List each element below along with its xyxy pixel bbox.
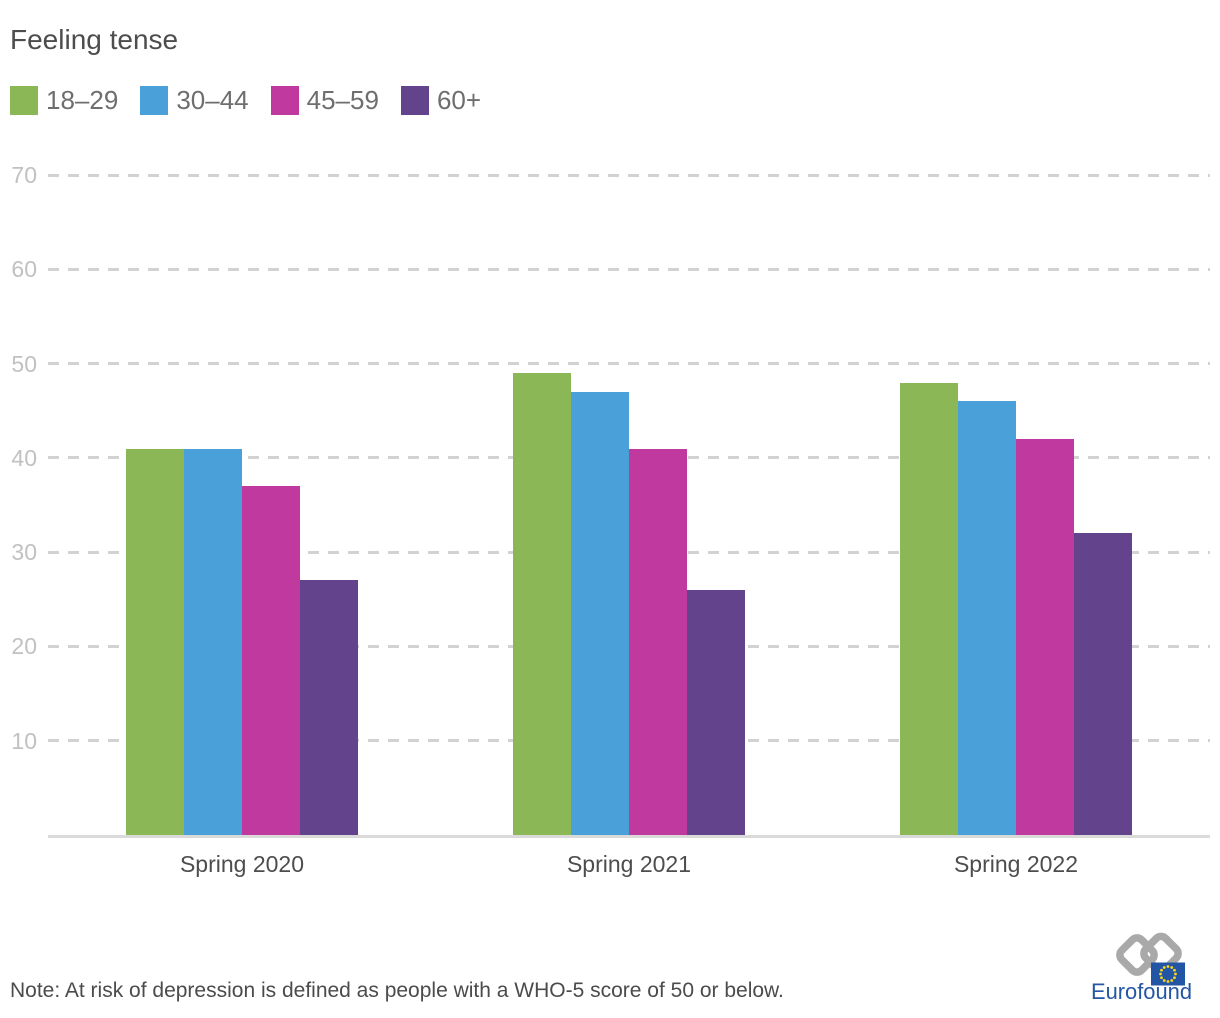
y-tick-label-20: 20 [11, 633, 37, 660]
gridline-50 [48, 362, 1210, 366]
legend-item-45-59[interactable]: 45–59 [270, 84, 379, 116]
legend: 18–29 30–44 45–59 60+ [10, 85, 503, 115]
legend-swatch-60 [400, 85, 429, 115]
bar-spring-2021-45-59[interactable] [629, 448, 687, 835]
eurofound-logo-text: Eurofound [1091, 979, 1192, 1004]
legend-swatch-30-44 [140, 85, 169, 115]
bar-group-spring-2022 [900, 382, 1132, 835]
eurofound-logo-graphic: Eurofound [1091, 932, 1192, 1004]
bar-spring-2020-18-29[interactable] [126, 448, 184, 835]
gridline-70 [48, 173, 1210, 177]
x-tick-label-spring-2020: Spring 2020 [179, 851, 305, 877]
plot-area [48, 128, 1210, 835]
x-axis-line [48, 835, 1210, 838]
bar-spring-2020-45-59[interactable] [242, 486, 300, 835]
eu-flag-icon [1151, 962, 1185, 986]
y-tick-label-10: 10 [11, 727, 37, 754]
y-axis: 10 20 30 40 50 60 70 [0, 128, 37, 835]
legend-swatch-45-59 [270, 85, 299, 115]
legend-item-18-29[interactable]: 18–29 [10, 85, 118, 116]
y-tick-label-60: 60 [11, 256, 37, 283]
bar-spring-2022-60[interactable] [1074, 533, 1132, 835]
eu-flag-stars [1159, 965, 1177, 983]
bar-spring-2022-45-59[interactable] [1016, 439, 1074, 835]
bar-spring-2021-18-29[interactable] [513, 373, 571, 835]
bar-spring-2022-18-29[interactable] [900, 382, 958, 835]
legend-label-30-44: 30–44 [176, 84, 249, 115]
bar-spring-2021-60[interactable] [687, 589, 745, 835]
legend-swatch-18-29 [10, 85, 38, 115]
bar-spring-2021-30-44[interactable] [571, 391, 629, 835]
legend-label-60: 60+ [436, 84, 482, 115]
bar-spring-2020-60[interactable] [300, 580, 358, 835]
y-tick-label-30: 30 [11, 539, 37, 566]
y-tick-label-40: 40 [11, 444, 37, 471]
x-tick-label-spring-2021: Spring 2021 [566, 851, 692, 877]
y-tick-label-70: 70 [11, 162, 37, 189]
bar-group-spring-2021 [513, 373, 745, 835]
legend-item-30-44[interactable]: 30–44 [140, 84, 249, 116]
bar-spring-2020-30-44[interactable] [184, 448, 242, 835]
gridline-60 [48, 267, 1210, 271]
y-tick-label-50: 50 [11, 350, 37, 377]
legend-item-60[interactable]: 60+ [400, 84, 482, 116]
bar-group-spring-2020 [126, 448, 358, 835]
footnote: Note: At risk of depression is defined a… [10, 979, 784, 1002]
chart-title: Feeling tense [10, 24, 179, 55]
legend-label-45-59: 45–59 [306, 84, 379, 115]
bar-spring-2022-30-44[interactable] [958, 401, 1016, 835]
x-tick-label-spring-2022: Spring 2022 [953, 851, 1079, 877]
legend-label-18-29: 18–29 [46, 84, 119, 115]
eurofound-logo[interactable]: Eurofound [1090, 930, 1195, 1005]
